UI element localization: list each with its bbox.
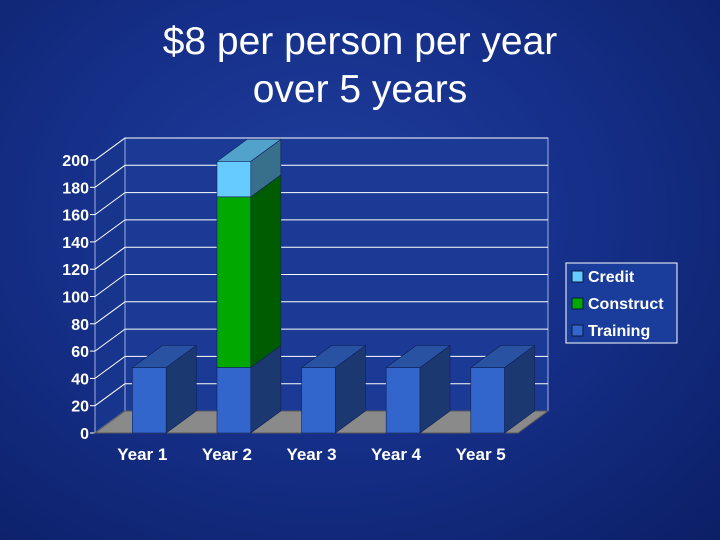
gridline-depth [94, 137, 126, 161]
legend-label-credit: Credit [588, 269, 635, 286]
title-line-1: $8 per person per year [162, 20, 558, 63]
bar-training-front [132, 367, 167, 434]
bar-training-front [470, 367, 505, 434]
chart-legend: Credit Construct Training [565, 262, 678, 344]
slide-title: $8 per person per year over 5 years [0, 18, 720, 114]
y-tick-label: 140 [62, 235, 89, 252]
y-tick-label: 120 [62, 262, 89, 279]
y-tick-label: 40 [71, 371, 89, 388]
y-tick-label: 200 [62, 153, 89, 170]
bar-training-front [385, 367, 421, 434]
gridline-depth [94, 219, 126, 243]
gridline-depth [94, 355, 126, 379]
y-tick-label: 180 [62, 180, 89, 197]
y-tick-label: 20 [71, 399, 89, 416]
legend-label-construct: Construct [588, 296, 664, 313]
gridline-depth [94, 383, 126, 407]
gridline-depth [94, 328, 126, 352]
x-category-label: Year 2 [202, 445, 252, 464]
y-tick-label: 60 [71, 344, 89, 361]
bar-top [469, 345, 536, 368]
x-category-label: Year 4 [371, 445, 422, 464]
bar-construct-side [250, 174, 282, 369]
y-tick-label: 100 [62, 290, 89, 307]
x-category-label: Year 5 [456, 445, 506, 464]
x-category-label: Year 3 [286, 445, 336, 464]
bar-training-front [301, 367, 336, 434]
legend-box [565, 262, 678, 344]
y-tick-label: 80 [71, 317, 89, 334]
x-category-label: Year 1 [117, 445, 167, 464]
gridline-depth [94, 274, 126, 297]
legend-swatch-training [571, 324, 584, 337]
bar-top [216, 139, 282, 162]
y-tick-label: 0 [80, 426, 89, 443]
gridline-depth [94, 246, 126, 270]
y-tick-label: 160 [62, 208, 89, 225]
gridline-depth [94, 192, 126, 216]
bar-credit-front [216, 161, 252, 198]
legend-label-training: Training [588, 323, 650, 340]
title-line-2: over 5 years [252, 68, 468, 111]
bar-top [385, 345, 451, 368]
bar-top [131, 345, 198, 368]
gridline-depth [94, 164, 126, 188]
bar-top [300, 345, 367, 368]
legend-swatch-construct [571, 297, 584, 310]
gridline-depth [94, 301, 126, 325]
bar-construct-front [216, 196, 252, 368]
legend-swatch-credit [571, 270, 584, 283]
bar-training-front [216, 367, 252, 434]
